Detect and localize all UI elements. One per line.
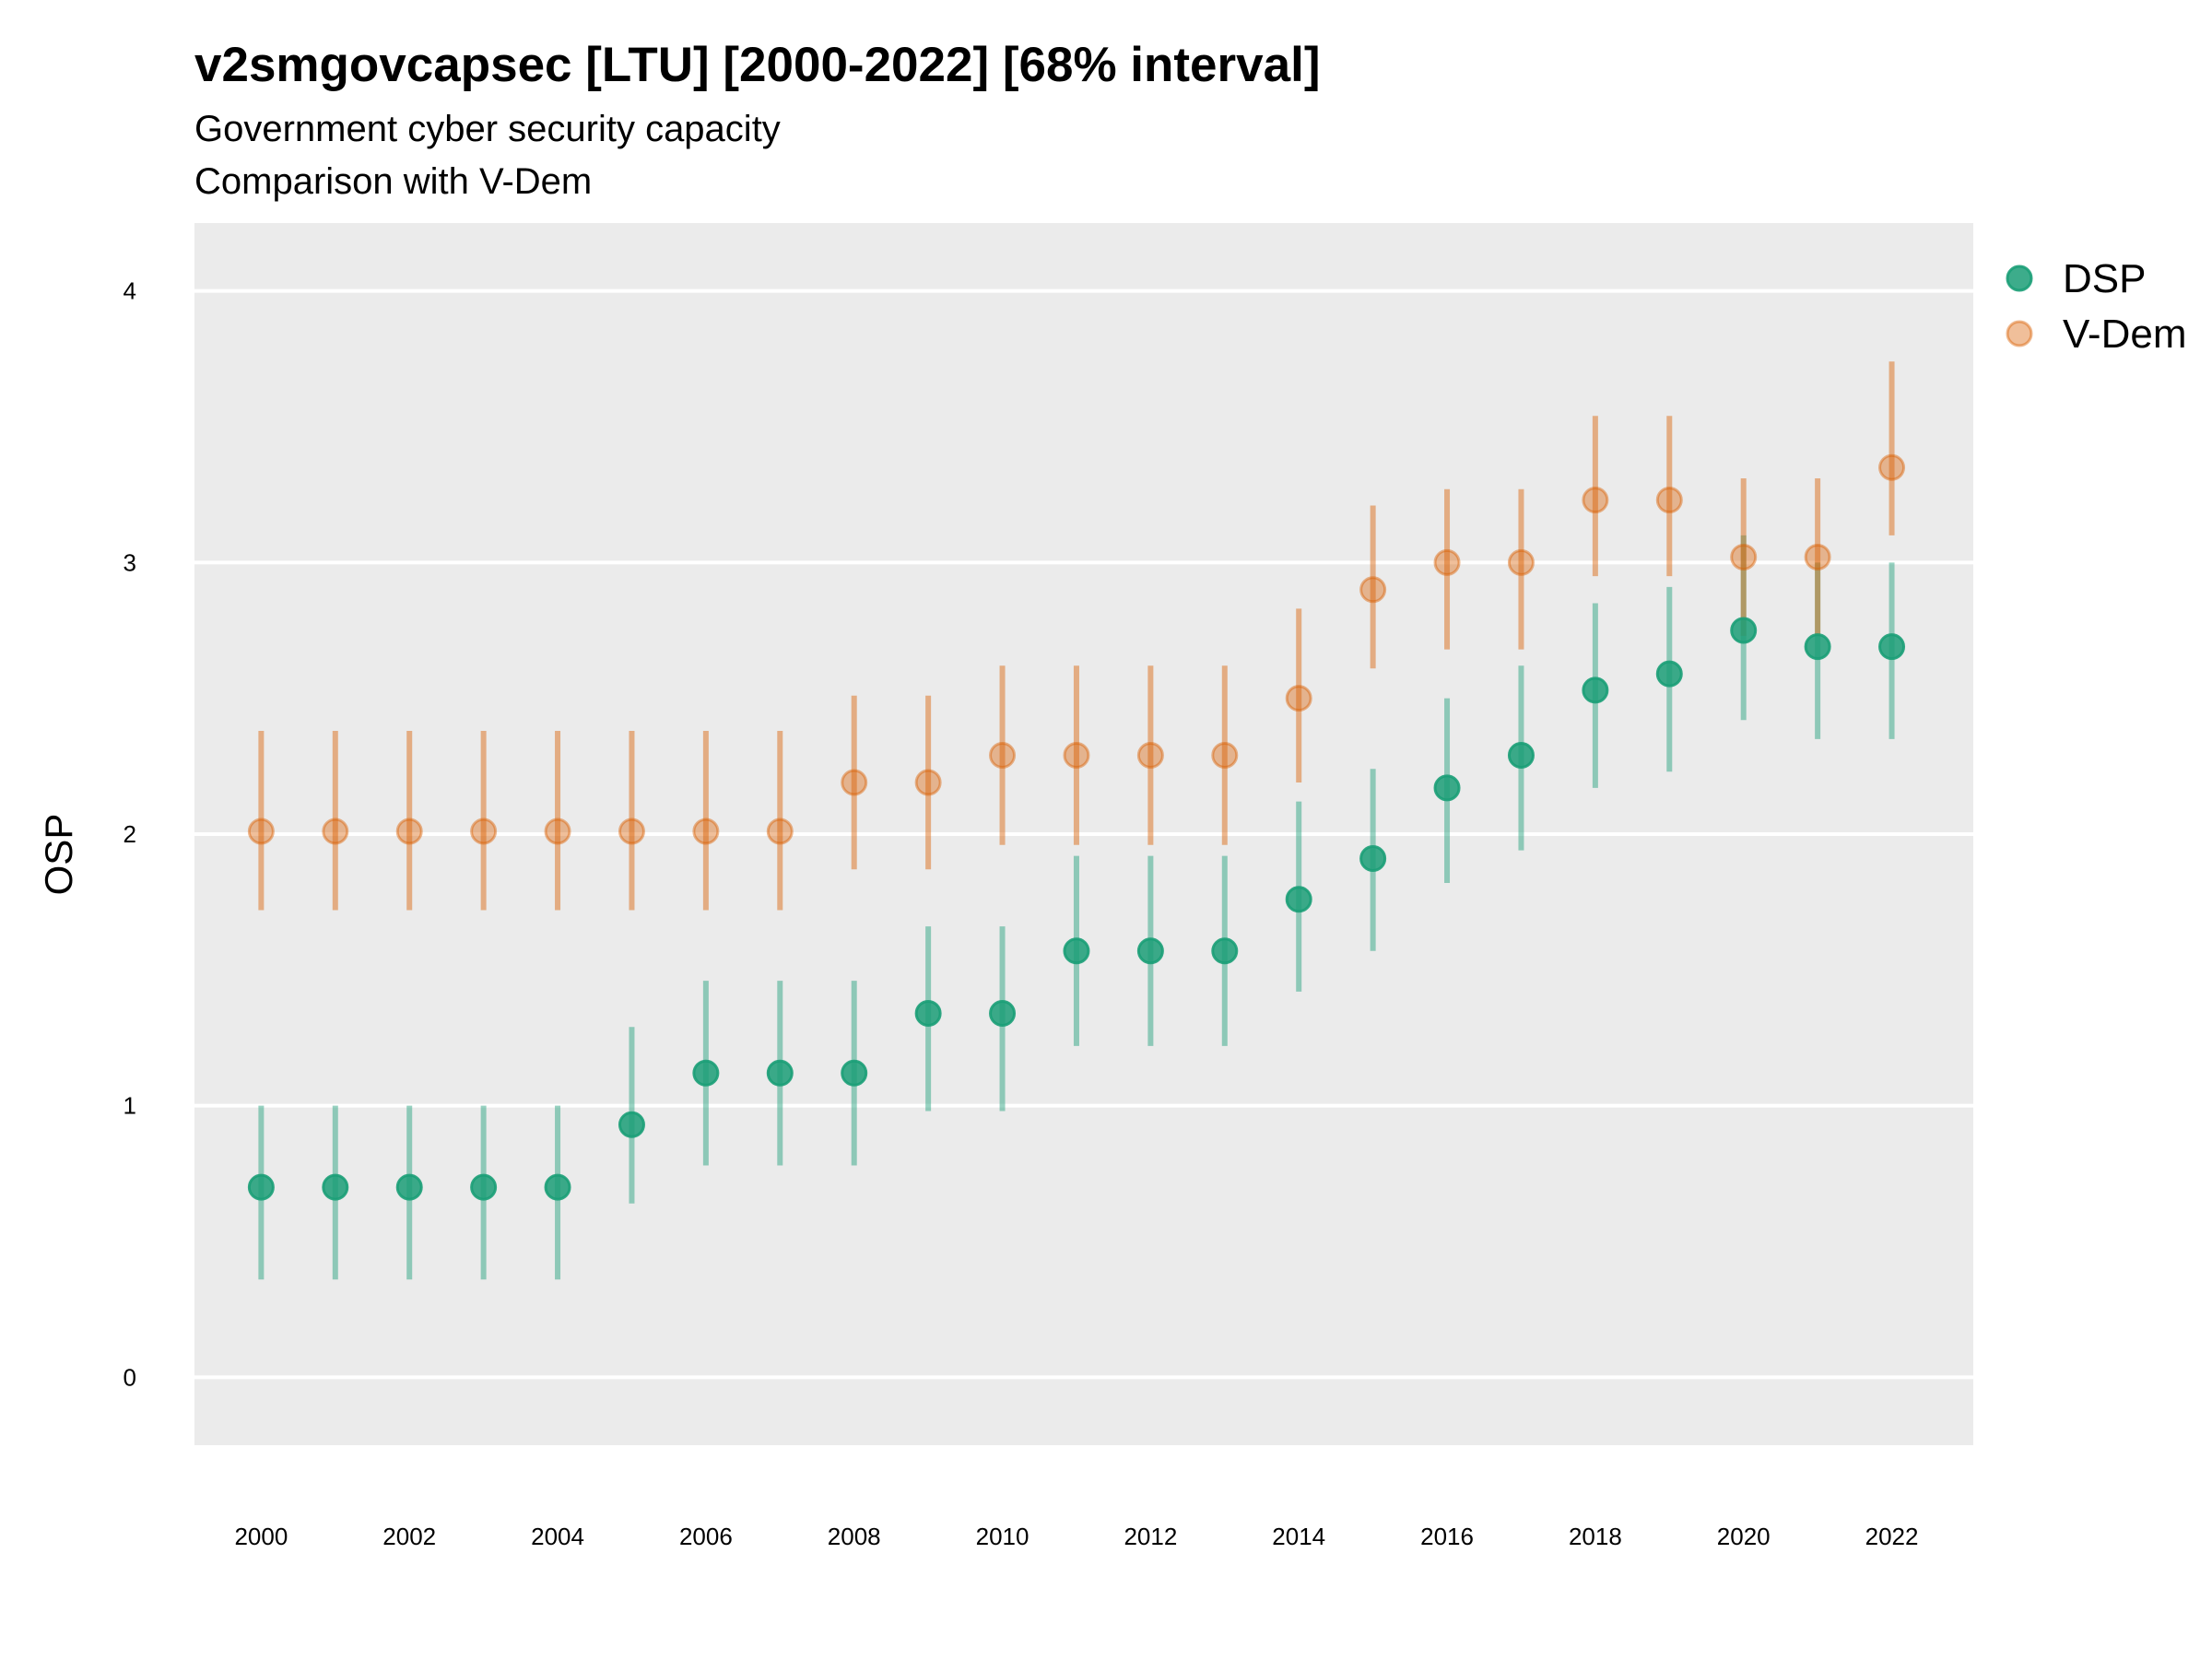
data-point-v-dem [1211, 742, 1239, 770]
x-tick-label: 2008 [828, 1523, 881, 1550]
data-point-v-dem [766, 818, 794, 845]
data-point-dsp [989, 999, 1017, 1027]
data-point-dsp [1804, 633, 1831, 661]
data-point-dsp [544, 1173, 571, 1201]
data-point-v-dem [1730, 543, 1758, 571]
data-marks [247, 361, 1906, 1280]
data-point-dsp [1063, 937, 1090, 965]
x-tick-label: 2012 [1124, 1523, 1177, 1550]
legend-key-v-dem [2006, 320, 2033, 347]
legend-key-dsp [2006, 265, 2033, 292]
x-tick-label: 2000 [234, 1523, 288, 1550]
data-point-v-dem [395, 818, 423, 845]
data-point-dsp [1359, 845, 1387, 873]
data-point-dsp [1285, 886, 1312, 913]
data-point-v-dem [1582, 487, 1609, 514]
legend-label: DSP [2063, 256, 2146, 301]
x-axis-ticks: 2000 2002 2004 2006 2008 2010 2012 2014 2016 2018… [234, 1523, 1918, 1550]
x-tick-label: 2022 [1865, 1523, 1919, 1550]
data-point-v-dem [914, 769, 942, 796]
x-tick-label: 2010 [976, 1523, 1030, 1550]
data-point-dsp [914, 999, 942, 1027]
data-point-v-dem [322, 818, 349, 845]
data-point-v-dem [1804, 543, 1831, 571]
data-point-dsp [322, 1173, 349, 1201]
data-point-v-dem [692, 818, 720, 845]
chart-subtitle: Government cyber security capacity [194, 109, 781, 149]
data-point-v-dem [989, 742, 1017, 770]
data-point-v-dem [1655, 487, 1683, 514]
y-tick-label: 1 [124, 1092, 136, 1120]
y-tick-label: 0 [124, 1363, 136, 1391]
data-point-v-dem [1878, 453, 1906, 481]
legend: DSP V-Dem [2006, 256, 2186, 357]
y-tick-label: 2 [124, 820, 136, 848]
data-point-v-dem [544, 818, 571, 845]
chart-title: v2smgovcapsec [LTU] [2000-2022] [68% int… [194, 38, 1321, 92]
data-point-dsp [1730, 617, 1758, 644]
chart-subtitle-comparison: Comparison with V-Dem [194, 161, 593, 202]
data-point-v-dem [470, 818, 498, 845]
data-point-v-dem [247, 818, 275, 845]
data-point-v-dem [1136, 742, 1164, 770]
data-point-dsp [1878, 633, 1906, 661]
x-tick-label: 2002 [382, 1523, 436, 1550]
x-tick-label: 2006 [679, 1523, 733, 1550]
data-point-dsp [692, 1059, 720, 1087]
data-point-dsp [766, 1059, 794, 1087]
grid-lines [194, 288, 1973, 1380]
data-point-v-dem [1359, 576, 1387, 604]
data-point-dsp [1507, 742, 1535, 770]
data-point-v-dem [841, 769, 868, 796]
data-point-dsp [1433, 774, 1461, 802]
x-tick-label: 2018 [1569, 1523, 1622, 1550]
data-point-dsp [1655, 660, 1683, 688]
data-point-dsp [1211, 937, 1239, 965]
y-axis-label: OSP [37, 814, 80, 896]
legend-label: V-Dem [2063, 312, 2186, 357]
x-tick-label: 2020 [1717, 1523, 1771, 1550]
y-axis-ticks: 0 1 2 3 4 [124, 277, 136, 1392]
x-tick-label: 2004 [531, 1523, 584, 1550]
y-tick-label: 4 [124, 277, 136, 305]
data-point-dsp [470, 1173, 498, 1201]
data-point-dsp [1582, 677, 1609, 704]
data-point-dsp [841, 1059, 868, 1087]
data-point-dsp [1136, 937, 1164, 965]
data-point-dsp [247, 1173, 275, 1201]
data-point-v-dem [618, 818, 645, 845]
y-tick-label: 3 [124, 548, 136, 576]
data-point-v-dem [1063, 742, 1090, 770]
data-point-v-dem [1433, 548, 1461, 576]
data-point-v-dem [1507, 548, 1535, 576]
x-tick-label: 2014 [1272, 1523, 1325, 1550]
data-point-v-dem [1285, 685, 1312, 712]
data-point-dsp [618, 1111, 645, 1138]
data-point-dsp [395, 1173, 423, 1201]
x-tick-label: 2016 [1420, 1523, 1474, 1550]
